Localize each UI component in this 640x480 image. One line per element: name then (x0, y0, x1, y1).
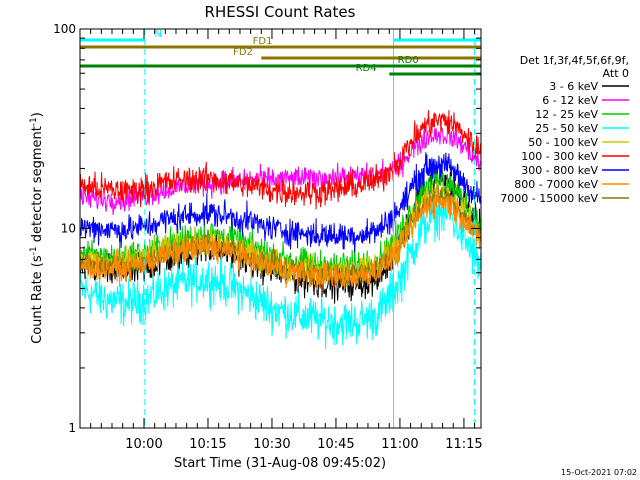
x-tick-label: 10:45 (317, 437, 354, 452)
y-tick-label: 1 (68, 421, 76, 435)
generation-timestamp: 15-Oct-2021 07:02 (561, 468, 637, 477)
legend: Det 1f,3f,4f,5f,6f,9f, Att 0 3 - 6 keV6 … (500, 54, 629, 205)
legend-header-line-1: Det 1f,3f,4f,5f,6f,9f, (520, 54, 629, 67)
legend-label-8: 7000 - 15000 keV (500, 192, 598, 205)
series-line-7 (80, 122, 481, 216)
series-line-0 (80, 186, 481, 350)
flag-bar-RD4-0 (389, 72, 481, 76)
flag-bar-FD2-0 (261, 56, 481, 60)
y-tick-label: 100 (53, 22, 76, 36)
series-line-8 (80, 110, 481, 210)
flag-bar-N-0 (80, 38, 145, 42)
legend-label-5: 100 - 300 keV (521, 150, 598, 163)
chart-title: RHESSI Count Rates (205, 3, 356, 21)
legend-header-line-2: Att 0 (603, 67, 629, 80)
x-tick-label: 11:15 (445, 437, 482, 452)
legend-label-2: 12 - 25 keV (535, 108, 598, 121)
x-tick-label: 10:30 (253, 437, 290, 452)
flag-label-RD4: RD4 (356, 63, 377, 74)
flag-bar-RD0-0 (80, 64, 481, 68)
series-line-5 (80, 185, 481, 291)
legend-label-7: 800 - 7000 keV (514, 178, 598, 191)
legend-label-6: 300 - 800 keV (521, 164, 598, 177)
x-tick-label: 10:15 (189, 437, 226, 452)
flag-bar-N-1 (393, 38, 481, 42)
x-tick-label: 10:00 (125, 437, 162, 452)
legend-label-1: 6 - 12 keV (542, 94, 598, 107)
flag-label-FD1: FD1 (253, 36, 273, 47)
flag-label-FD2: FD2 (233, 47, 253, 58)
x-axis-label: Start Time (31-Aug-08 09:45:02) (174, 456, 386, 471)
series-line-6 (80, 152, 481, 253)
y-axis-label: Count Rate (s-1 detector segment-1) (29, 112, 45, 344)
series-layer (80, 110, 481, 350)
y-tick-label: 10 (61, 222, 76, 236)
x-tick-label: 11:00 (381, 437, 418, 452)
y-axis: 1 10 100 (53, 22, 481, 435)
x-axis: 10:00 10:15 10:30 10:45 11:00 11:15 (79, 29, 483, 452)
legend-label-4: 50 - 100 keV (528, 136, 598, 149)
legend-label-3: 25 - 50 keV (535, 122, 598, 135)
flag-bar-FD1-0 (80, 45, 481, 49)
flag-label-N: N (155, 29, 162, 40)
flag-label-RD0: RD0 (398, 55, 419, 66)
legend-label-0: 3 - 6 keV (549, 80, 598, 93)
